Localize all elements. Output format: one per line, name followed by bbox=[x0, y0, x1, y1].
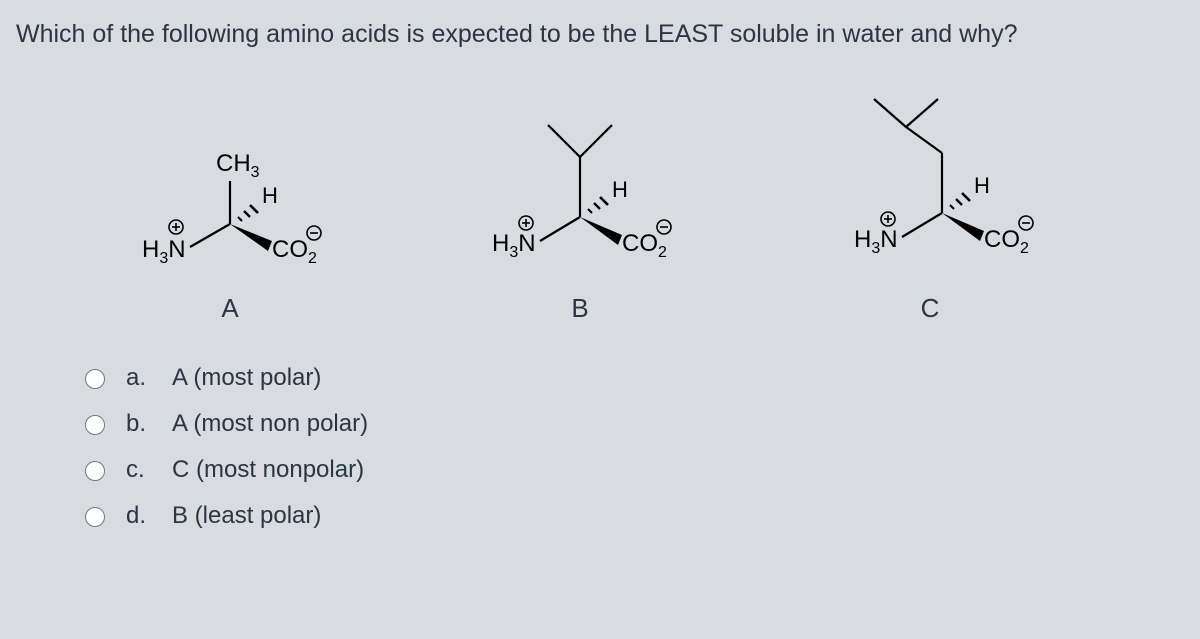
structure-b-label: B bbox=[571, 293, 588, 324]
svg-text:CO2: CO2 bbox=[984, 226, 1029, 257]
structure-c-svg: H H3N CO2 bbox=[810, 89, 1050, 279]
structure-b-svg: H H3N CO2 bbox=[470, 109, 690, 279]
structures-row: CH3 H H3N CO2 A bbox=[0, 59, 1200, 324]
svg-text:CO2: CO2 bbox=[272, 236, 317, 267]
option-a[interactable]: a. A (most polar) bbox=[80, 364, 1200, 392]
option-c-radio[interactable] bbox=[85, 461, 105, 481]
option-a-letter: a. bbox=[126, 364, 154, 392]
option-d-radio[interactable] bbox=[85, 507, 105, 527]
question-text: Which of the following amino acids is ex… bbox=[0, 0, 1200, 59]
option-b-letter: b. bbox=[126, 410, 154, 438]
svg-text:CH3: CH3 bbox=[216, 150, 260, 181]
option-b-radio[interactable] bbox=[85, 415, 105, 435]
svg-text:CO2: CO2 bbox=[622, 230, 667, 261]
option-c[interactable]: c. C (most nonpolar) bbox=[80, 456, 1200, 484]
svg-text:H3N: H3N bbox=[854, 226, 898, 257]
structure-a: CH3 H H3N CO2 A bbox=[110, 129, 350, 324]
structure-c: H H3N CO2 C bbox=[810, 89, 1050, 324]
option-b[interactable]: b. A (most non polar) bbox=[80, 410, 1200, 438]
structure-c-label: C bbox=[921, 293, 940, 324]
option-d-letter: d. bbox=[126, 502, 154, 530]
structure-a-label: A bbox=[221, 293, 238, 324]
svg-text:H: H bbox=[262, 183, 278, 208]
option-c-letter: c. bbox=[126, 456, 154, 484]
svg-text:H: H bbox=[974, 173, 990, 198]
answer-options: a. A (most polar) b. A (most non polar) … bbox=[0, 324, 1200, 530]
svg-text:H3N: H3N bbox=[142, 236, 186, 267]
option-d[interactable]: d. B (least polar) bbox=[80, 502, 1200, 530]
svg-text:H3N: H3N bbox=[492, 230, 536, 261]
option-b-text: A (most non polar) bbox=[172, 410, 368, 438]
option-a-text: A (most polar) bbox=[172, 364, 321, 392]
option-a-radio[interactable] bbox=[85, 369, 105, 389]
option-c-text: C (most nonpolar) bbox=[172, 456, 364, 484]
option-d-text: B (least polar) bbox=[172, 502, 321, 530]
structure-a-svg: CH3 H H3N CO2 bbox=[130, 129, 330, 279]
svg-text:H: H bbox=[612, 177, 628, 202]
structure-b: H H3N CO2 B bbox=[460, 109, 700, 324]
